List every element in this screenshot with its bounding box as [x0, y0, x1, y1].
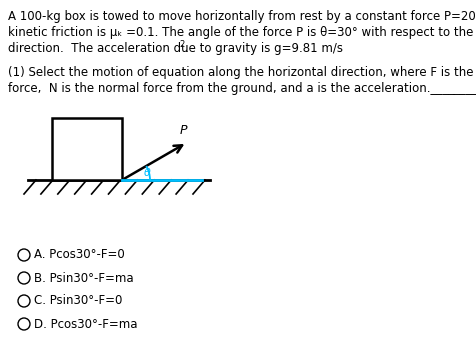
Text: B. Psin30°-F=ma: B. Psin30°-F=ma [34, 272, 134, 285]
Text: (1) Select the motion of equation along the horizontal direction, where F is the: (1) Select the motion of equation along … [8, 66, 476, 79]
Text: A. Pcos30°-F=0: A. Pcos30°-F=0 [34, 248, 125, 261]
Text: direction.  The acceleration due to gravity is g=9.81 m/s: direction. The acceleration due to gravi… [8, 42, 343, 55]
Text: D. Pcos30°-F=ma: D. Pcos30°-F=ma [34, 317, 138, 330]
Bar [52, 118, 122, 180]
Text: 2: 2 [179, 40, 185, 49]
Text: force,  N is the normal force from the ground, and a is the acceleration._______: force, N is the normal force from the gr… [8, 82, 476, 95]
Text: C. Psin30°-F=0: C. Psin30°-F=0 [34, 294, 122, 308]
Text: A 100-kg box is towed to move horizontally from rest by a constant force P=200 N: A 100-kg box is towed to move horizontal… [8, 10, 476, 23]
Text: kinetic friction is μₖ =0.1. The angle of the force P is θ=30° with respect to t: kinetic friction is μₖ =0.1. The angle o… [8, 26, 476, 39]
Text: θ: θ [144, 168, 151, 178]
Text: .: . [184, 42, 188, 55]
Text: P: P [179, 124, 187, 136]
